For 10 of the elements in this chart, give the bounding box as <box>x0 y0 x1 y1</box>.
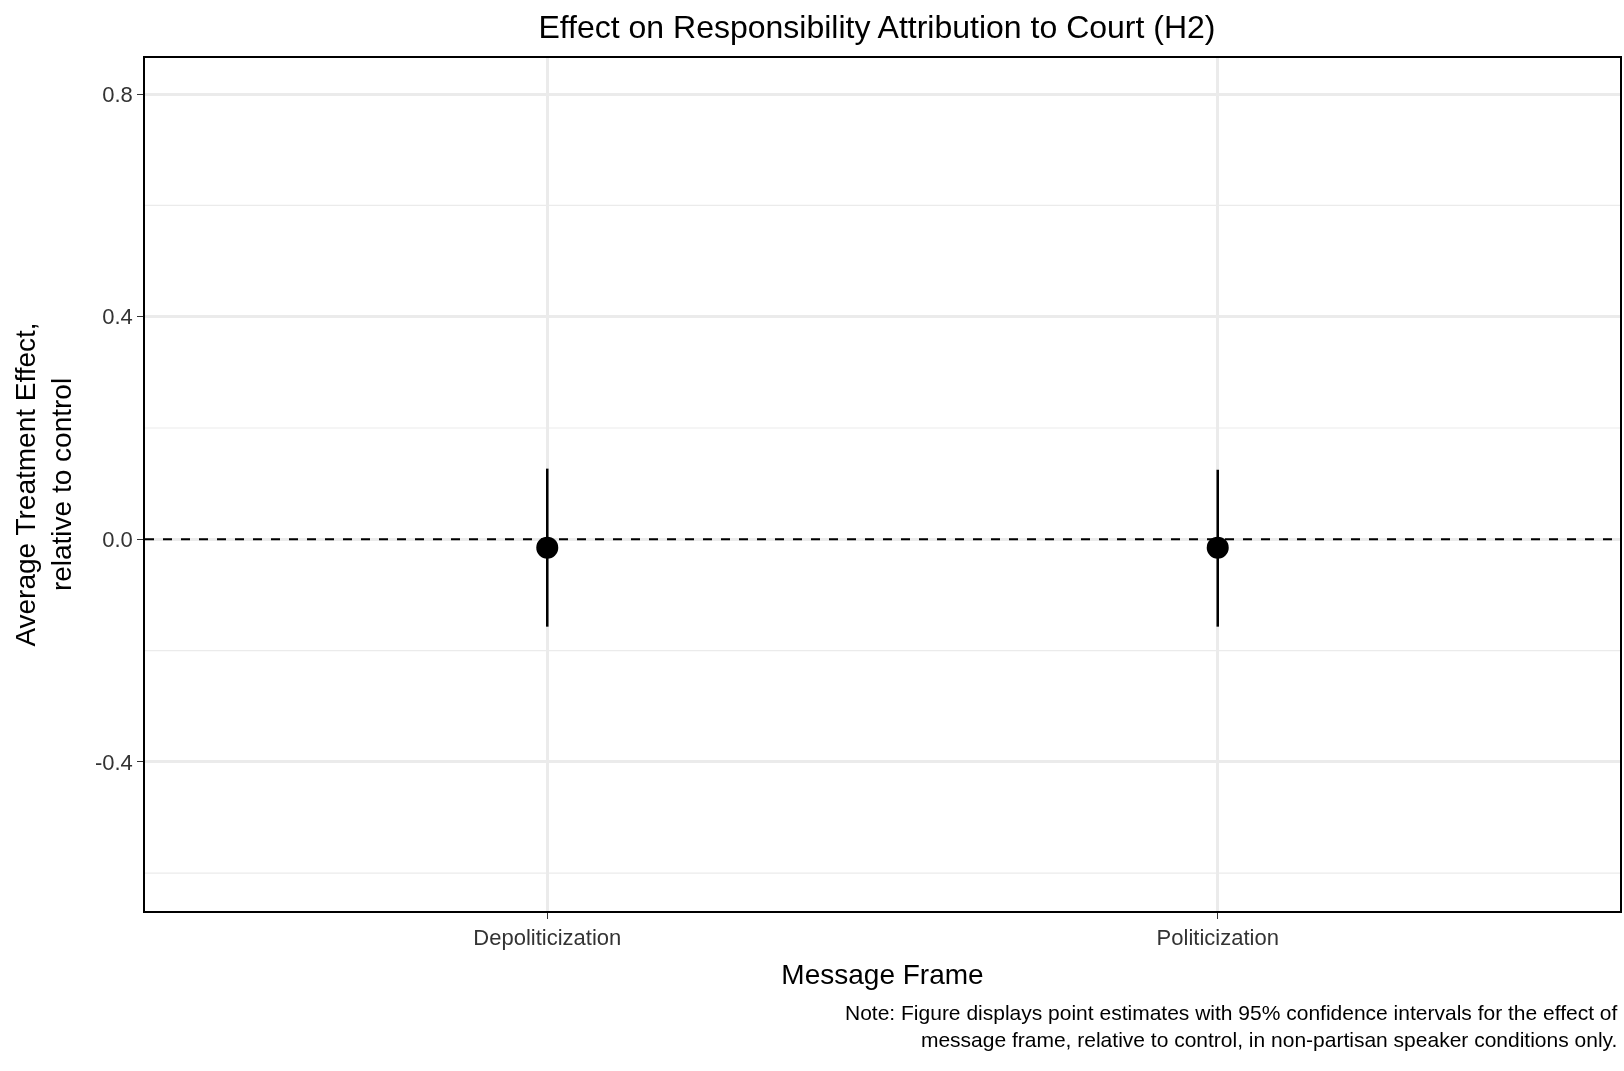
y-tick-label: 0.8 <box>102 81 133 107</box>
y-axis-title: Average Treatment Effect, relative to control <box>9 322 78 647</box>
text: Note: Figure displays point estimates with 95% confidence intervals for the effect of message frame, relative to control, in non-partisan speaker conditions only. <box>845 1001 1618 1052</box>
chart-title: Effect on Responsibility Attribution to Court (H2) <box>538 9 1216 46</box>
y-tick-label: -0.4 <box>94 749 133 775</box>
x-tick-label: Depoliticization <box>473 925 622 951</box>
x-tick-label: Politicization <box>1156 925 1279 951</box>
y-tick-label: 0.0 <box>102 527 133 553</box>
x-axis-title: Message Frame <box>781 958 984 990</box>
y-tick-label: 0.4 <box>102 304 133 330</box>
